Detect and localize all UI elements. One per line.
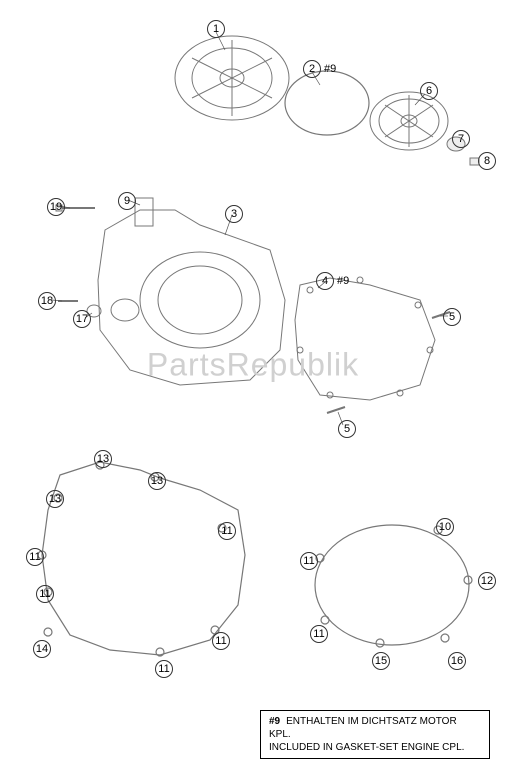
callout-number: 13 xyxy=(46,490,64,508)
callout-number: 11 xyxy=(300,552,318,570)
callout-11: 11 xyxy=(155,660,173,678)
callout-13: 13 xyxy=(46,490,64,508)
callout-number: 3 xyxy=(225,205,243,223)
callout-number: 8 xyxy=(478,152,496,170)
callout-number: 2 xyxy=(303,60,321,78)
callout-number: 9 xyxy=(118,192,136,210)
callout-7: 7 xyxy=(452,130,470,148)
callout-number: 6 xyxy=(420,82,438,100)
callout-16: 16 xyxy=(448,652,466,670)
callout-number: 15 xyxy=(372,652,390,670)
callout-5: 5 xyxy=(443,308,461,326)
callout-number: 11 xyxy=(26,548,44,566)
callout-number: 18 xyxy=(38,292,56,310)
callout-number: 17 xyxy=(73,310,91,328)
callout-number: 10 xyxy=(436,518,454,536)
callout-number: 7 xyxy=(452,130,470,148)
callout-number: 11 xyxy=(36,585,54,603)
callout-suffix: #9 xyxy=(324,63,336,75)
callout-11: 11 xyxy=(26,548,44,566)
callout-1: 1 xyxy=(207,20,225,38)
callout-number: 13 xyxy=(148,472,166,490)
callout-number: 11 xyxy=(310,625,328,643)
callout-17: 17 xyxy=(73,310,91,328)
callout-11: 11 xyxy=(310,625,328,643)
callout-suffix: #9 xyxy=(337,275,349,287)
note-line1: ENTHALTEN IM DICHTSATZ MOTOR KPL. xyxy=(269,715,481,741)
parts-svg xyxy=(0,0,507,762)
callout-9: 9 xyxy=(118,192,136,210)
callout-15: 15 xyxy=(372,652,390,670)
gasket-note: #9 ENTHALTEN IM DICHTSATZ MOTOR KPL. INC… xyxy=(260,710,490,759)
parts-diagram: PartsRepublik 12#9678919318174#955131313… xyxy=(0,0,507,762)
callout-13: 13 xyxy=(148,472,166,490)
callout-11: 11 xyxy=(300,552,318,570)
callout-19: 19 xyxy=(47,198,65,216)
callout-5: 5 xyxy=(338,420,356,438)
callout-18: 18 xyxy=(38,292,56,310)
callout-10: 10 xyxy=(436,518,454,536)
callout-11: 11 xyxy=(36,585,54,603)
callout-13: 13 xyxy=(94,450,112,468)
callout-8: 8 xyxy=(478,152,496,170)
callout-number: 16 xyxy=(448,652,466,670)
callout-number: 11 xyxy=(212,632,230,650)
callout-number: 1 xyxy=(207,20,225,38)
callout-4: 4#9 xyxy=(316,272,349,290)
callout-14: 14 xyxy=(33,640,51,658)
callout-number: 13 xyxy=(94,450,112,468)
callout-number: 4 xyxy=(316,272,334,290)
callout-11: 11 xyxy=(212,632,230,650)
callout-3: 3 xyxy=(225,205,243,223)
callout-number: 11 xyxy=(155,660,173,678)
callout-11: 11 xyxy=(218,522,236,540)
callout-number: 11 xyxy=(218,522,236,540)
callout-2: 2#9 xyxy=(303,60,336,78)
callout-number: 14 xyxy=(33,640,51,658)
callout-number: 5 xyxy=(443,308,461,326)
note-prefix: #9 xyxy=(269,715,280,728)
callout-6: 6 xyxy=(420,82,438,100)
callout-number: 19 xyxy=(47,198,65,216)
callout-12: 12 xyxy=(478,572,496,590)
callout-number: 5 xyxy=(338,420,356,438)
callout-number: 12 xyxy=(478,572,496,590)
note-line2: INCLUDED IN GASKET-SET ENGINE CPL. xyxy=(269,741,481,754)
